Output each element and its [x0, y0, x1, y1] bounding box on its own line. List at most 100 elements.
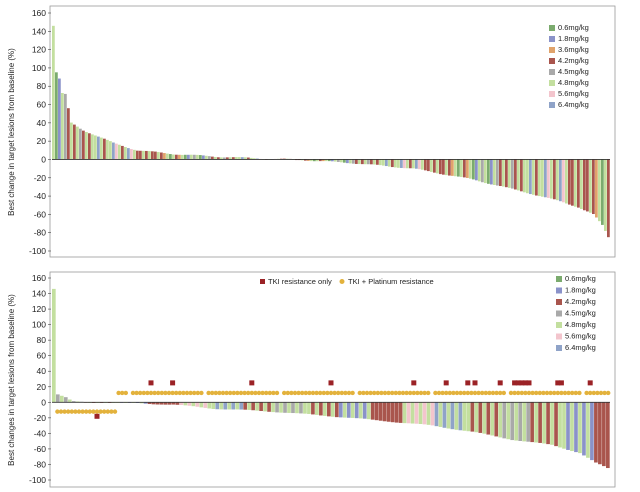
bar	[331, 402, 335, 417]
bar	[553, 159, 556, 200]
tki-plat-marker	[271, 390, 276, 396]
y-tick-label: 140	[32, 289, 46, 299]
tki-plat-marker	[361, 390, 366, 396]
bar	[530, 402, 534, 443]
bar	[203, 402, 208, 408]
tki-plat-marker	[296, 390, 301, 396]
bar	[604, 159, 607, 231]
bar	[478, 402, 483, 433]
bar	[283, 402, 287, 413]
bar	[214, 156, 217, 160]
legend-label: 4.2mg/kg	[565, 297, 596, 306]
bar	[63, 397, 68, 403]
tki-plat-marker	[483, 390, 488, 396]
legend-label: 1.8mg/kg	[565, 286, 596, 295]
bar	[145, 150, 148, 160]
bar	[157, 152, 160, 160]
bar	[244, 157, 247, 160]
bar	[67, 399, 72, 403]
bar	[577, 159, 580, 208]
tki-plat-marker	[602, 390, 607, 396]
legend-swatch	[556, 310, 562, 317]
tki-plat-marker	[418, 390, 424, 396]
tki-legend-swatch	[260, 279, 265, 284]
tki-plat-marker	[368, 390, 373, 396]
bar	[340, 159, 343, 163]
bar	[474, 402, 479, 433]
bar	[406, 402, 411, 424]
tki-plat-marker	[267, 390, 272, 396]
tki-plat-marker	[462, 390, 467, 396]
bar	[184, 154, 187, 160]
bar	[211, 156, 214, 160]
bar	[251, 402, 255, 411]
bar	[466, 159, 469, 178]
bar	[327, 402, 331, 417]
legend-swatch	[556, 345, 562, 351]
bar	[97, 136, 100, 160]
tki-plat-marker	[156, 390, 161, 396]
tki-plat-marker	[541, 390, 546, 396]
bar	[397, 159, 400, 168]
tki-plat-marker	[148, 390, 154, 396]
tki-plat-marker	[152, 390, 157, 396]
tki-plat-marker	[300, 390, 305, 396]
bar	[139, 150, 142, 160]
bar	[586, 159, 589, 212]
legend-label: 0.6mg/kg	[558, 23, 589, 32]
bar	[594, 402, 598, 463]
bar	[151, 151, 154, 160]
y-tick-label: 120	[32, 304, 46, 314]
bottom-y-axis-label: Best changes in target lesions from base…	[7, 294, 16, 466]
tki-marker	[515, 380, 521, 386]
bar	[505, 159, 508, 188]
bar	[534, 402, 538, 443]
bar	[109, 141, 112, 160]
bar	[207, 402, 212, 409]
bar	[546, 402, 550, 445]
tki-plat-marker	[530, 390, 535, 396]
bar	[187, 402, 192, 406]
bar	[64, 93, 67, 160]
bar	[118, 144, 121, 160]
tki-plat-marker	[163, 390, 168, 396]
tki-plat-marker	[336, 390, 341, 396]
tki-plat-marker	[447, 390, 452, 396]
legend-swatch	[549, 102, 555, 108]
bar	[223, 157, 226, 160]
bar	[61, 93, 64, 160]
bar	[472, 159, 475, 180]
bar	[580, 159, 583, 209]
legend-swatch	[549, 58, 555, 64]
tki-plat-marker	[310, 390, 316, 396]
bar	[582, 402, 586, 456]
tki-plat-marker	[393, 390, 398, 396]
tki-marker	[249, 380, 255, 386]
bar	[136, 150, 139, 160]
tki-plat-marker	[426, 390, 431, 396]
tki-plat-marker	[573, 390, 578, 396]
bar	[390, 402, 395, 423]
bar	[410, 402, 415, 424]
tki-plat-marker	[274, 390, 280, 396]
bar	[124, 147, 127, 160]
tki-plat-marker	[253, 390, 258, 396]
tki-plat-marker	[249, 390, 254, 396]
bar	[67, 108, 70, 160]
y-tick-label: 60	[37, 351, 47, 361]
bar	[196, 154, 199, 160]
tki-plat-marker	[364, 390, 370, 396]
tki-marker	[587, 380, 593, 386]
tki-plat-marker	[318, 390, 323, 396]
y-tick-label: -20	[34, 413, 47, 423]
bar	[322, 159, 325, 162]
bar	[211, 402, 216, 409]
tki-plat-marker	[386, 390, 391, 396]
tki-plat-marker	[231, 390, 236, 396]
y-tick-label: 40	[37, 118, 47, 128]
bar	[253, 158, 256, 160]
tki-plat-marker	[408, 390, 413, 396]
bar	[334, 159, 337, 162]
tki-plat-marker	[192, 390, 197, 396]
tki-plat-marker	[519, 390, 524, 396]
